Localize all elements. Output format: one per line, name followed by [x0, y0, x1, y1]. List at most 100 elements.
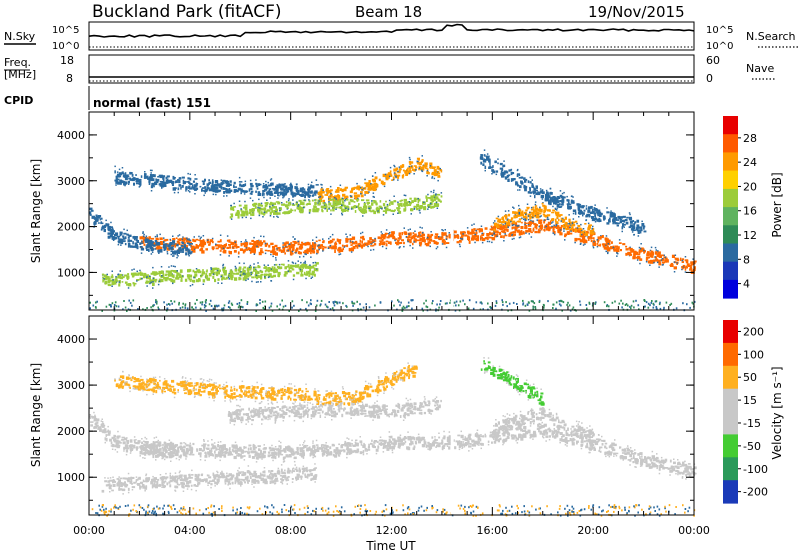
echo-cell: [152, 271, 155, 274]
echo-cell-edge: [518, 204, 520, 207]
echo-cell: [399, 200, 402, 202]
echo-cell: [193, 239, 197, 243]
echo-cell: [529, 186, 531, 189]
echo-cell: [401, 239, 404, 242]
echo-cell: [658, 262, 661, 265]
ground-scatter-cell: [203, 306, 206, 309]
echo-cell: [316, 208, 320, 211]
echo-cell: [632, 220, 635, 222]
echo-cell-edge: [436, 246, 439, 248]
ground-scatter-cell: [294, 512, 296, 514]
echo-cell-edge: [431, 176, 434, 178]
echo-cell: [242, 189, 245, 193]
echo-cell: [331, 246, 334, 250]
echo-cell-edge: [613, 218, 616, 221]
echo-cell: [403, 241, 405, 245]
echo-cell: [411, 200, 414, 204]
echo-cell: [214, 267, 218, 271]
echo-cell: [628, 226, 632, 229]
echo-cell: [148, 245, 152, 248]
echo-band-main: [139, 215, 697, 274]
echo-cell-edge: [495, 173, 498, 176]
echo-cell: [423, 207, 427, 211]
echo-cell: [427, 205, 430, 207]
echo-cell: [438, 236, 442, 240]
echo-cell: [324, 246, 327, 249]
echo-cell: [134, 282, 137, 285]
echo-cell: [158, 270, 162, 274]
ground-scatter-cell: [263, 308, 266, 311]
echo-cell: [123, 240, 126, 243]
echo-cell-edge: [418, 209, 421, 212]
ground-scatter-cell: [212, 511, 215, 514]
echo-cell-edge: [187, 253, 189, 256]
echo-cell: [196, 183, 198, 187]
echo-cell: [390, 201, 394, 204]
echo-cell-edge: [475, 229, 477, 232]
echo-cell: [399, 242, 403, 244]
echo-cell: [135, 238, 138, 242]
echo-cell-edge: [448, 232, 450, 234]
echo-cell: [212, 275, 215, 279]
ground-scatter-cell: [310, 303, 312, 306]
ground-scatter-cell: [404, 306, 406, 309]
echo-cell: [473, 228, 476, 231]
echo-cell: [399, 235, 402, 239]
echo-cell-edge: [421, 155, 423, 157]
echo-cell-edge: [222, 265, 224, 267]
ground-scatter-cell: [539, 512, 542, 515]
echo-cell-edge: [344, 200, 346, 202]
ground-scatter-cell: [506, 510, 509, 513]
echo-cell-edge: [381, 207, 383, 210]
ground-scatter-cell: [135, 510, 137, 513]
echo-cell: [372, 209, 375, 213]
ground-scatter-cell: [339, 512, 341, 515]
echo-cell: [433, 204, 438, 207]
ground-scatter-cell: [651, 300, 653, 302]
echo-cell-edge: [317, 245, 319, 247]
echo-cell-edge: [321, 184, 323, 186]
echo-cell-edge: [250, 217, 252, 220]
echo-cell: [546, 191, 549, 194]
echo-cell-edge: [444, 229, 446, 231]
echo-cell: [153, 273, 157, 276]
echo-cell-edge: [149, 275, 151, 277]
echo-cell: [277, 201, 281, 205]
echo-cell-edge: [323, 204, 326, 206]
echo-cell: [607, 239, 611, 243]
echo-cell: [309, 244, 313, 248]
ground-scatter-cell: [439, 303, 441, 306]
echo-cell: [576, 203, 580, 206]
echo-cell: [480, 228, 483, 232]
echo-cell-edge: [527, 223, 530, 225]
echo-cell-edge: [383, 185, 386, 188]
echo-cell: [587, 227, 591, 231]
ground-scatter-cell: [496, 509, 499, 512]
echo-cell: [418, 165, 421, 169]
echo-cell-edge: [427, 193, 429, 196]
echo-cell: [260, 205, 264, 207]
echo-cell: [555, 213, 558, 217]
echo-cell: [468, 240, 471, 244]
ground-scatter-cell: [359, 508, 362, 510]
echo-cell: [471, 235, 474, 239]
echo-cell: [116, 178, 120, 181]
echo-cell: [425, 243, 430, 247]
echo-cell-edge: [222, 263, 225, 266]
echo-cell-edge: [199, 237, 202, 240]
echo-cell: [237, 215, 240, 219]
echo-cell: [215, 180, 219, 184]
echo-cell: [522, 216, 526, 218]
echo-cell: [188, 242, 191, 246]
echo-cell: [152, 279, 156, 282]
echo-cell: [364, 242, 368, 245]
echo-cell: [165, 238, 169, 241]
ground-scatter-cell: [607, 305, 610, 308]
ground-scatter-cell: [459, 507, 461, 510]
echo-cell-edge: [176, 254, 178, 256]
echo-cell: [534, 223, 537, 227]
echo-cell-edge: [193, 248, 196, 250]
echo-cell-edge: [260, 281, 262, 283]
ground-scatter-cell: [565, 512, 567, 515]
ground-scatter-cell: [502, 509, 504, 512]
